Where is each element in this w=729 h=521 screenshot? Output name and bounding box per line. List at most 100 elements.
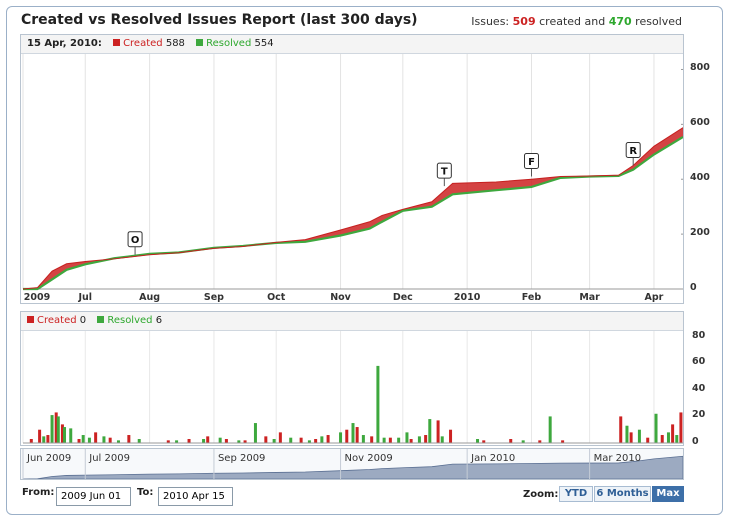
created-bar — [94, 432, 98, 443]
resolved-bar — [361, 435, 365, 443]
resolved-bar — [63, 427, 67, 443]
x-tick-label: Feb — [522, 292, 542, 303]
cumulative-chart-svg[interactable]: 2009 Jul Aug Sep Oct Nov Dec 2010 Feb Mar Apr O T F R — [21, 35, 683, 303]
created-bar — [77, 439, 81, 443]
created-bar — [326, 435, 330, 443]
resolved-bar — [87, 437, 91, 443]
resolved-bar — [654, 413, 658, 443]
resolved-bar — [376, 365, 380, 443]
y-tick-label: 60 — [692, 356, 706, 368]
resolved-bar — [521, 440, 525, 443]
daily-chart-svg[interactable] — [21, 312, 683, 445]
y-tick-label: 600 — [690, 117, 710, 129]
annotation-flag — [436, 162, 452, 179]
cumulative-chart-panel[interactable]: 2009 Jul Aug Sep Oct Nov Dec 2010 Feb Mar Apr O T F R … — [20, 34, 684, 304]
navigator-area — [22, 455, 683, 479]
resolved-bar — [405, 432, 409, 443]
created-bar — [355, 427, 359, 443]
resolved-bar — [116, 440, 120, 443]
created-swatch-icon — [113, 39, 121, 46]
resolved-bar — [69, 428, 73, 443]
y-tick-label: 20 — [692, 409, 706, 421]
resolved-bar — [382, 437, 386, 443]
created-bar — [187, 439, 191, 443]
resolved-bar — [666, 432, 670, 443]
x-tick-label: Apr — [645, 292, 664, 303]
issues-summary: Issues: 509 created and 470 resolved — [471, 15, 682, 28]
created-bar — [660, 435, 664, 443]
annotation-label: T — [441, 167, 448, 178]
to-date-input[interactable]: 2010 Apr 15 — [158, 487, 233, 506]
report-frame — [6, 6, 723, 515]
daily-legend-resolved-value: 6 — [155, 315, 163, 326]
created-bar — [345, 429, 349, 443]
resolved-bar — [289, 437, 293, 443]
chart-title: Created vs Resolved Issues Report (last … — [21, 12, 418, 28]
created-bar — [646, 437, 650, 443]
resolved-bar — [397, 437, 401, 443]
resolved-bar — [428, 419, 432, 443]
range-navigator[interactable]: Jun 2009 Jul 2009 Sep 2009 Nov 2009 Jan 2010… — [20, 448, 684, 480]
created-bar — [449, 429, 453, 443]
x-tick-label: Aug — [139, 292, 160, 303]
resolved-bar — [339, 432, 343, 443]
navigator-label: Nov 2009 — [345, 453, 393, 464]
resolved-bar — [625, 425, 629, 443]
annotation-flag — [127, 231, 143, 248]
x-tick-label: Mar — [579, 292, 600, 303]
created-bar — [243, 440, 247, 443]
created-bar — [671, 424, 675, 443]
navigator-svg[interactable]: Jun 2009 Jul 2009 Sep 2009 Nov 2009 Jan 2010… — [21, 449, 683, 479]
created-series-line — [22, 127, 683, 290]
created-bar — [206, 436, 210, 443]
daily-legend-resolved-label: Resolved — [107, 315, 153, 326]
resolved-bar — [202, 439, 206, 443]
resolved-bar — [351, 423, 355, 443]
y-tick-label: 200 — [690, 227, 710, 239]
legend-created-value: 588 — [165, 38, 185, 49]
resolved-swatch-icon — [97, 316, 105, 323]
created-bar — [166, 440, 170, 443]
cumulative-legend: 15 Apr, 2010: Created 588 Resolved 554 — [21, 35, 683, 54]
resolved-bar — [675, 435, 679, 443]
summary-mid: created and — [539, 15, 606, 28]
annotation-label: R — [629, 146, 637, 157]
legend-resolved-label: Resolved — [206, 38, 252, 49]
summary-created-count: 509 — [512, 15, 536, 28]
daily-chart-panel[interactable]: Created 0 Resolved 6 — [20, 311, 684, 446]
resolved-bar — [440, 436, 444, 443]
created-swatch-icon — [27, 316, 34, 323]
x-tick-label: Oct — [267, 292, 286, 303]
zoom-ytd-button[interactable]: YTD — [559, 486, 593, 502]
zoom-6-months-button[interactable]: 6 Months — [594, 486, 651, 502]
resolved-bar — [237, 440, 241, 443]
created-bar — [278, 432, 282, 443]
resolved-bar — [548, 416, 552, 443]
resolved-bar — [307, 440, 311, 443]
created-bar — [388, 437, 392, 443]
navigator-label: Mar 2010 — [594, 453, 642, 464]
zoom-label: Zoom: — [523, 489, 559, 500]
legend-date: 15 Apr, 2010: — [27, 38, 102, 49]
created-bar — [538, 440, 542, 443]
created-bar — [224, 439, 228, 443]
zoom-max-button[interactable]: Max — [652, 486, 684, 502]
annotation-flag — [523, 152, 539, 169]
resolved-swatch-icon — [196, 39, 204, 46]
from-date-input[interactable]: 2009 Jun 01 — [56, 487, 131, 506]
daily-legend-created-value: 0 — [79, 315, 87, 326]
created-bar — [54, 412, 58, 443]
created-bar — [561, 440, 565, 443]
x-tick-label: Sep — [204, 292, 224, 303]
resolved-bar — [81, 435, 85, 443]
summary-resolved-count: 470 — [608, 15, 632, 28]
x-tick-label: Dec — [393, 292, 413, 303]
navigator-label: Jul 2009 — [88, 453, 130, 464]
created-bar — [509, 439, 513, 443]
summary-suffix: resolved — [635, 15, 682, 28]
resolved-bar — [218, 437, 222, 443]
summary-prefix: Issues: — [471, 15, 510, 28]
created-bar — [482, 440, 486, 443]
created-bar — [108, 437, 112, 443]
created-bar — [299, 437, 303, 443]
